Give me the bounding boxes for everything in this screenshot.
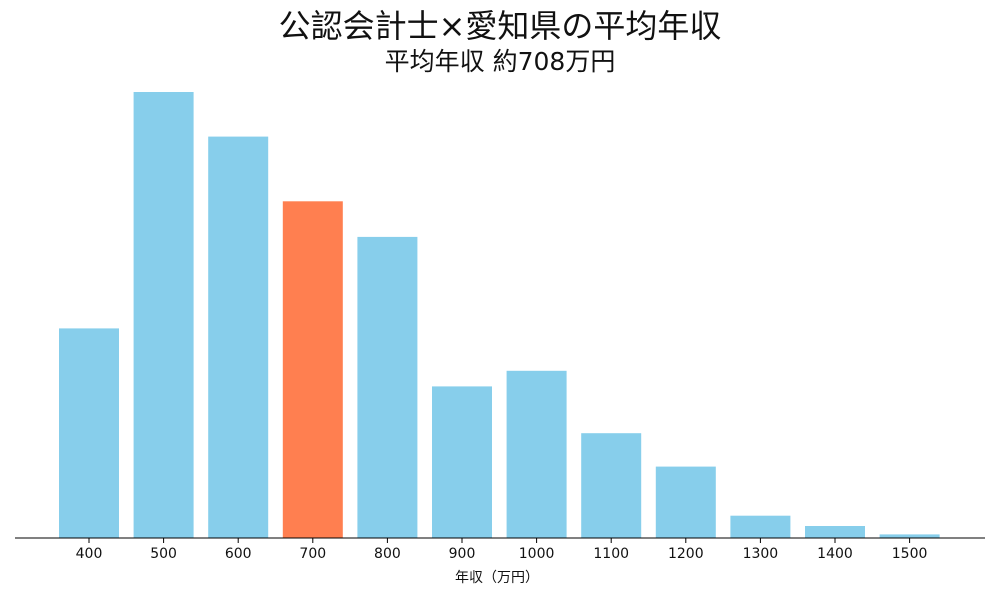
x-tick-label-700: 700 <box>299 546 326 562</box>
bar-1300 <box>730 515 791 538</box>
x-tick-label-1200: 1200 <box>668 546 704 562</box>
x-tick-label-1400: 1400 <box>817 546 853 562</box>
x-tick-label-400: 400 <box>76 546 103 562</box>
x-axis-label: 年収（万円） <box>455 570 539 586</box>
x-tick-label-1000: 1000 <box>519 546 555 562</box>
bar-800 <box>357 236 418 538</box>
x-tick-label-1100: 1100 <box>593 546 629 562</box>
chart-title: 公認会計士×愛知県の平均年収 <box>278 7 722 45</box>
bars-layer <box>59 92 940 539</box>
bar-600 <box>208 136 269 538</box>
x-tick-label-1300: 1300 <box>743 546 779 562</box>
x-tick-label-1500: 1500 <box>892 546 928 562</box>
bar-1200 <box>655 466 716 538</box>
bar-1100 <box>581 433 642 538</box>
x-tick-label-500: 500 <box>150 546 177 562</box>
bar-400 <box>59 328 119 538</box>
bar-500 <box>133 92 194 538</box>
bar-1000 <box>506 370 567 539</box>
bar-900 <box>432 386 492 538</box>
x-tick-label-600: 600 <box>225 546 252 562</box>
x-tick-label-800: 800 <box>374 546 401 562</box>
bar-700 <box>282 201 343 539</box>
bar-1500 <box>879 534 940 538</box>
chart-subtitle: 平均年収 約708万円 <box>384 47 616 76</box>
x-ticks-layer: 400 500 600 700 800 900 1000 1100 1200 1300 1400 15… <box>76 538 928 562</box>
bar-1400 <box>805 526 865 538</box>
x-tick-label-900: 900 <box>449 546 476 562</box>
